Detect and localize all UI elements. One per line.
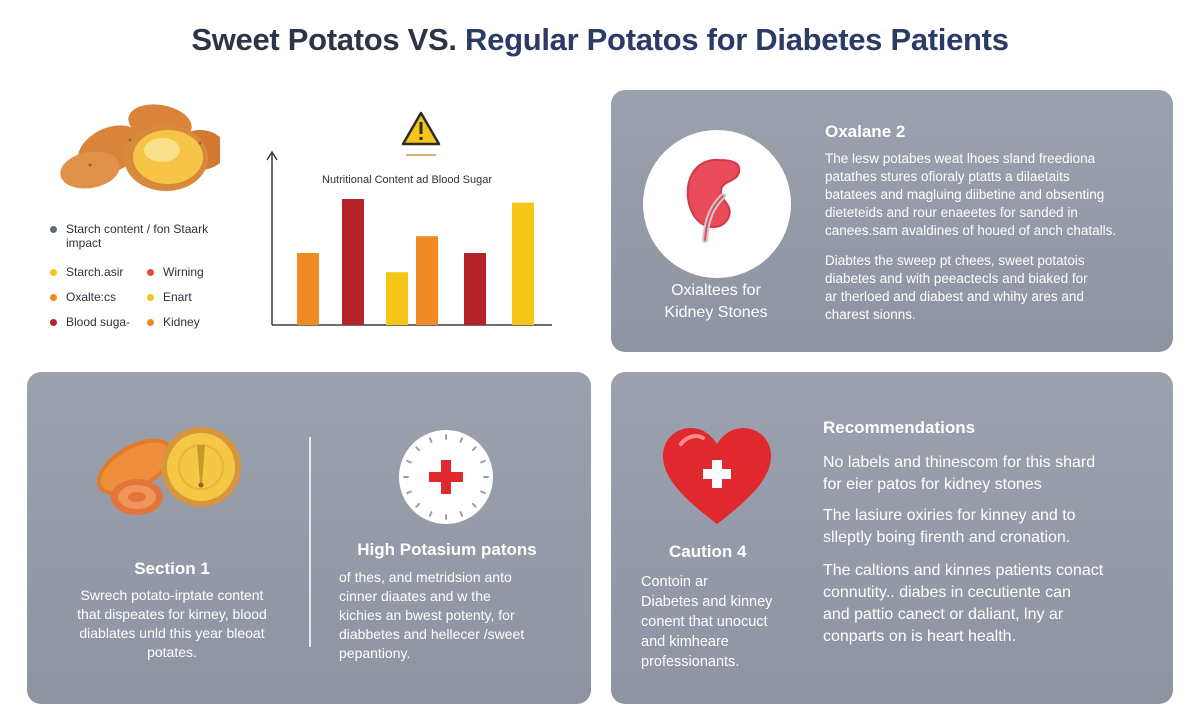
- oxalate-heading: Oxalane 2: [825, 122, 906, 141]
- section-1-line: that dispeates for kirney, blood: [77, 606, 267, 622]
- legend-dot: [147, 269, 154, 276]
- kidney-caption: Oxialtees for Kidney Stones: [631, 280, 801, 324]
- high-potassium-line: pepantiony.: [339, 645, 411, 661]
- legend-label: Oxalte:cs: [66, 290, 117, 304]
- warning-triangle-icon: [401, 111, 441, 156]
- legend-starch-header-line1: Starch content / fon Staark: [66, 222, 209, 236]
- oxalate-p1-line: batatees and magluing diibetine and obse…: [825, 187, 1105, 202]
- oxalate-p1-line: The lesw potabes weat lhoes sland freedi…: [825, 151, 1096, 166]
- title-part-1: Sweet Potatos VS.: [191, 22, 457, 57]
- rec-p2-line: slleptly boing firenth and cronation.: [823, 529, 1071, 546]
- oxalate-p2-line: diabetes and with peeactecls and biaked …: [825, 271, 1088, 286]
- panel-oxalate: Oxialtees for Kidney Stones Oxalane 2 Th…: [611, 90, 1173, 352]
- rec-p1-line: for eier patos for kidney stones: [823, 476, 1042, 493]
- caution-line: Diabetes and kinney: [641, 594, 773, 610]
- legend-item: Blood suga-: [50, 315, 130, 329]
- title-part-2: Regular Potatos for Diabetes Patients: [465, 22, 1009, 57]
- oxalate-paragraph-2: Diabtes the sweep pt chees, sweet potato…: [825, 252, 1165, 324]
- legend-dot: [50, 294, 57, 301]
- legend-item: Oxalte:cs: [50, 290, 116, 304]
- heart-medical-icon: [663, 428, 771, 524]
- oxalate-paragraph-1: The lesw potabes weat lhoes sland freedi…: [825, 150, 1165, 240]
- high-potassium-line: cinner diaates and w the: [339, 588, 491, 604]
- chart-bar: [416, 236, 438, 325]
- section-1-text: Swrech potato-irptate content that dispea…: [47, 586, 297, 662]
- oxalate-p2-line: ar therloed and diabest and whihy ares a…: [825, 289, 1084, 304]
- section-1-line: Swrech potato-irptate content: [80, 587, 264, 603]
- chart-bar: [297, 253, 319, 325]
- high-potassium-line: diabbetes and hellecer /sweet: [339, 626, 525, 642]
- chart-bar: [342, 199, 364, 325]
- chart-bar: [512, 202, 534, 325]
- caution-line: professionants.: [641, 654, 740, 670]
- kidney-caption-line1: Oxialtees for: [671, 282, 761, 299]
- oxalate-p2-line: charest sionns.: [825, 307, 916, 322]
- potatoes-illustration: [60, 104, 220, 191]
- panel-recommendations: Caution 4 Contoin ar Diabetes and kinney c…: [611, 372, 1173, 704]
- legend-dot: [50, 226, 57, 233]
- chart-bar: [386, 272, 408, 325]
- caution-text: Contoin ar Diabetes and kinney conent that…: [641, 572, 821, 672]
- caution-heading: Caution 4: [669, 542, 747, 561]
- high-potassium-line: of thes, and metridsion anto: [339, 569, 512, 585]
- bar-chart: [266, 150, 552, 326]
- legend-label: Starch.asir: [66, 265, 124, 279]
- chart-bar: [464, 253, 486, 325]
- rec-p3-line: and pattio canect or daliant, lny ar: [823, 606, 1064, 623]
- legend-label: Kidney: [163, 315, 200, 329]
- panel-section-1: Section 1 Swrech potato-irptate content t…: [27, 372, 591, 704]
- legend-starch-header: Starch content / fon Staark impact: [50, 222, 208, 250]
- oxalate-p1-line: canees.sam avaldines of houed of anch ch…: [825, 223, 1117, 238]
- legend-dot: [147, 294, 154, 301]
- legend-item: Starch.asir: [50, 265, 123, 279]
- section-1-line: diablates unld this year bleoat: [79, 625, 265, 641]
- rec-p3-line: conparts on is heart health.: [823, 628, 1017, 645]
- rec-p1-line: No labels and thinescom for this shard: [823, 454, 1096, 471]
- high-potassium-text: of thes, and metridsion anto cinner diaat…: [339, 568, 579, 663]
- kidney-caption-line2: Kidney Stones: [664, 304, 768, 321]
- sweet-potato-icon: [97, 427, 241, 515]
- legend-label: Wirning: [163, 265, 204, 279]
- oxalate-p1-line: dieteteids and rour enaeetes for sanded …: [825, 205, 1078, 220]
- caution-line: conent that unocuct: [641, 614, 768, 630]
- legend-item: Kidney: [147, 315, 200, 329]
- rec-p2-line: The lasiure oxiries for kinney and to: [823, 507, 1076, 524]
- oxalate-p2-line: Diabtes the sweep pt chees, sweet potato…: [825, 253, 1085, 268]
- caution-line: Contoin ar: [641, 574, 708, 590]
- section-1-line: potates.: [147, 644, 197, 660]
- rec-p3-line: connutity.. diabes in cecutiente can: [823, 584, 1071, 601]
- legend-item: Enart: [147, 290, 192, 304]
- rec-p3-line: The caltions and kinnes patients conact: [823, 562, 1104, 579]
- recommendations-heading: Recommendations: [823, 418, 976, 437]
- legend-item: Wirning: [147, 265, 204, 279]
- section-divider: [309, 437, 311, 647]
- high-potassium-heading: High Potasium patons: [357, 540, 537, 559]
- oxalate-p1-line: patathes stures ofioraly ptatts a dilaet…: [825, 169, 1070, 184]
- recommendations-paragraph-3: The caltions and kinnes patients conact c…: [823, 560, 1168, 648]
- legend-dot: [147, 319, 154, 326]
- kidney-icon: [686, 158, 741, 243]
- y-axis-arrow: [266, 150, 278, 161]
- recommendations-paragraph-2: The lasiure oxiries for kinney and to sll…: [823, 505, 1168, 549]
- high-potassium-line: kichies an bwest potenty, for: [339, 607, 515, 623]
- legend-starch-header-line2: impact: [66, 236, 102, 250]
- legend-label: Enart: [163, 290, 192, 304]
- legend-label: Blood suga-: [66, 315, 131, 329]
- chart-title: Nutritional Content ad Blood Sugar: [322, 174, 492, 186]
- caution-line: and kimheare: [641, 634, 729, 650]
- page-title: Sweet Potatos VS. Regular Potatos for Di…: [0, 22, 1200, 58]
- section-1-heading: Section 1: [134, 559, 210, 578]
- medical-cross-icon: [403, 434, 489, 520]
- legend-dot: [50, 319, 57, 326]
- recommendations-paragraph-1: No labels and thinescom for this shard fo…: [823, 452, 1168, 496]
- legend-dot: [50, 269, 57, 276]
